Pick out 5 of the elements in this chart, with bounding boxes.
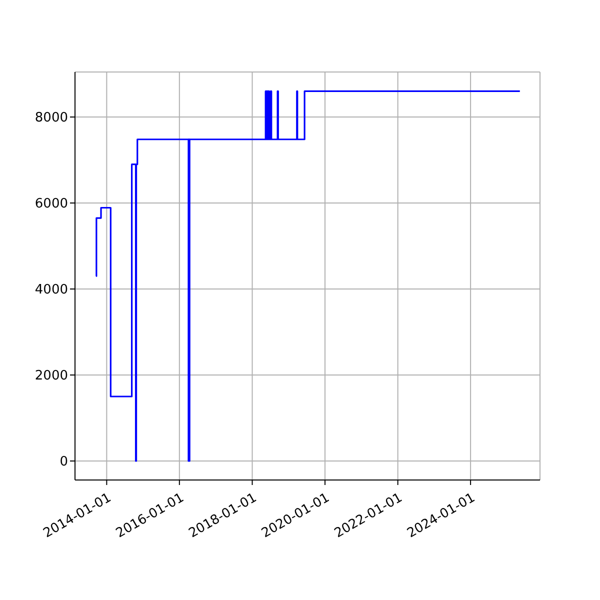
- y-tick-label: 0: [60, 454, 68, 470]
- y-tick-label: 2000: [34, 368, 68, 384]
- y-tick-label: 4000: [34, 282, 68, 298]
- y-tick-label: 6000: [34, 196, 68, 212]
- y-tick-label: 8000: [34, 110, 68, 126]
